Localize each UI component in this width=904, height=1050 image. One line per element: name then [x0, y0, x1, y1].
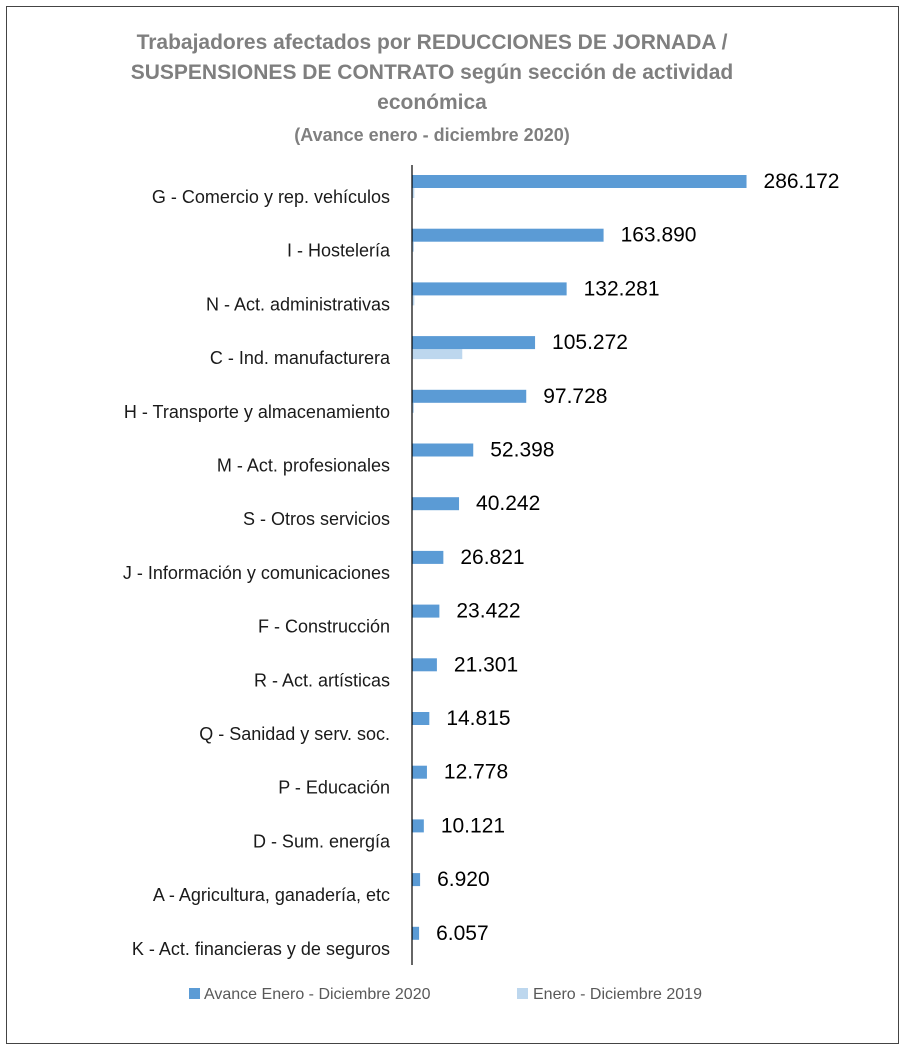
data-label: 163.890 — [621, 224, 697, 247]
bar-2020 — [412, 926, 420, 940]
legend-swatch-2019 — [517, 988, 528, 999]
data-label: 12.778 — [444, 761, 508, 784]
bar-2020 — [412, 712, 430, 725]
chart-subtitle: (Avance enero - diciembre 2020) — [294, 125, 569, 145]
data-label: 26.821 — [460, 546, 524, 569]
data-label: 132.281 — [584, 277, 660, 300]
bar-2020 — [412, 443, 474, 457]
bar-2020 — [412, 497, 460, 511]
bar-2019 — [412, 188, 415, 198]
bar-2019 — [412, 295, 415, 306]
category-label: R - Act. artísticas — [254, 670, 390, 690]
category-label: H - Transporte y almacenamiento — [124, 402, 390, 422]
bar-2020 — [412, 658, 437, 672]
category-label: J - Información y comunicaciones — [123, 563, 390, 583]
bar-2019 — [412, 349, 463, 360]
data-label: 21.301 — [454, 653, 518, 676]
chart-frame: Trabajadores afectados por REDUCCIONES D… — [6, 6, 899, 1044]
series-2020-bars — [412, 175, 747, 940]
category-label: D - Sum. energía — [253, 831, 391, 851]
bar-2020 — [412, 336, 536, 350]
bar-2020 — [412, 604, 440, 618]
legend-label-2020: Avance Enero - Diciembre 2020 — [204, 986, 431, 1003]
bar-2020 — [412, 873, 421, 887]
category-label: Q - Sanidad y serv. soc. — [199, 724, 390, 744]
data-label: 6.057 — [436, 922, 489, 945]
data-label: 105.272 — [552, 331, 628, 354]
series-2019-bars — [412, 188, 463, 413]
data-label: 6.920 — [437, 868, 490, 891]
category-label: G - Comercio y rep. vehículos — [152, 187, 390, 207]
legend: Avance Enero - Diciembre 2020 Enero - Dic… — [189, 986, 702, 1003]
chart-title-line-3: económica — [377, 91, 487, 114]
data-labels: 286.172 163.890 132.281 105.272 97.728 52.398… — [436, 170, 839, 945]
data-label: 10.121 — [441, 814, 505, 837]
data-label: 286.172 — [764, 170, 840, 193]
data-label: 97.728 — [543, 385, 607, 408]
data-label: 14.815 — [446, 707, 510, 730]
category-label: P - Educación — [278, 778, 390, 798]
bar-2019 — [412, 241, 414, 252]
chart-title-line-1: Trabajadores afectados por REDUCCIONES D… — [137, 31, 728, 54]
bar-chart: Trabajadores afectados por REDUCCIONES D… — [123, 31, 840, 1003]
category-labels: G - Comercio y rep. vehículos I - Hostele… — [123, 187, 391, 959]
data-label: 40.242 — [476, 492, 540, 515]
chart-title-line-2: SUSPENSIONES DE CONTRATO según sección d… — [131, 61, 734, 84]
bar-2020 — [412, 282, 567, 296]
category-label: I - Hostelería — [287, 241, 391, 261]
bar-2019 — [412, 402, 414, 413]
data-label: 23.422 — [456, 600, 520, 623]
chart-title: Trabajadores afectados por REDUCCIONES D… — [131, 31, 734, 114]
bar-2020 — [412, 550, 444, 564]
bar-2020 — [412, 389, 527, 403]
category-label: N - Act. administrativas — [206, 294, 390, 314]
legend-swatch-2020 — [189, 988, 200, 999]
category-label: C - Ind. manufacturera — [210, 348, 391, 368]
legend-label-2019: Enero - Diciembre 2019 — [533, 986, 702, 1003]
bar-2020 — [412, 819, 424, 833]
category-label: A - Agricultura, ganadería, etc — [153, 885, 390, 905]
data-label: 52.398 — [490, 439, 554, 462]
category-label: F - Construcción — [258, 617, 390, 637]
bar-2020 — [412, 228, 604, 242]
category-label: K - Act. financieras y de seguros — [132, 939, 390, 959]
bar-2020 — [412, 175, 747, 188]
bar-2020 — [412, 765, 427, 779]
category-label: S - Otros servicios — [243, 509, 390, 529]
category-label: M - Act. profesionales — [217, 456, 390, 476]
